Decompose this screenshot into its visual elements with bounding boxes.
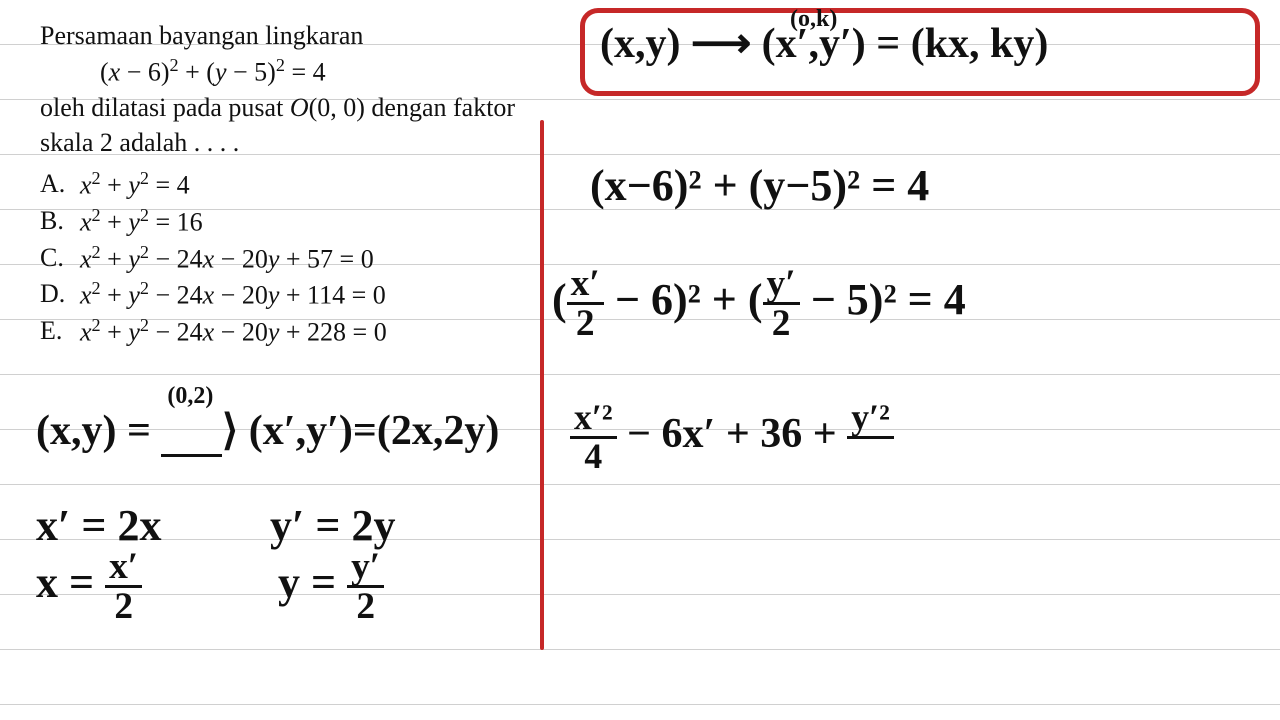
work-left-x-solve: x = x′2 [36, 548, 142, 626]
work-left-y-prime: y′ = 2y [270, 500, 395, 551]
option-e: E.x2 + y2 − 24x − 20y + 228 = 0 [40, 313, 540, 350]
option-d: D.x2 + y2 − 24x − 20y + 114 = 0 [40, 276, 540, 313]
work-right-line2: (x′2 − 6)² + (y′2 − 5)² = 4 [552, 265, 966, 343]
work-right-line1: (x−6)² + (y−5)² = 4 [590, 160, 929, 211]
problem-text: Persamaan bayangan lingkaran (x − 6)2 + … [40, 18, 540, 350]
work-left-line1: (x,y) = (0,2) ⟩ (x′,y′)=(2x,2y) [36, 405, 499, 455]
work-left-x-prime: x′ = 2x [36, 500, 161, 551]
option-c: C.x2 + y2 − 24x − 20y + 57 = 0 [40, 240, 540, 277]
problem-equation: (x − 6)2 + (y − 5)2 = 4 [40, 53, 540, 90]
problem-line1: Persamaan bayangan lingkaran [40, 18, 540, 53]
options-list: A.x2 + y2 = 4 B.x2 + y2 = 16 C.x2 + y2 −… [40, 166, 540, 350]
redbox-formula: (x,y) ⟶ (x′,y′) = (kx, ky) [600, 18, 1240, 68]
work-right-line3: x′²4 − 6x′ + 36 + y′²1 [570, 400, 894, 474]
vertical-divider [540, 120, 544, 650]
work-left-y-solve: y = y′2 [278, 548, 384, 626]
problem-line3: oleh dilatasi pada pusat O(0, 0) dengan … [40, 90, 540, 125]
problem-line4: skala 2 adalah . . . . [40, 125, 540, 160]
option-a: A.x2 + y2 = 4 [40, 166, 540, 203]
option-b: B.x2 + y2 = 16 [40, 203, 540, 240]
